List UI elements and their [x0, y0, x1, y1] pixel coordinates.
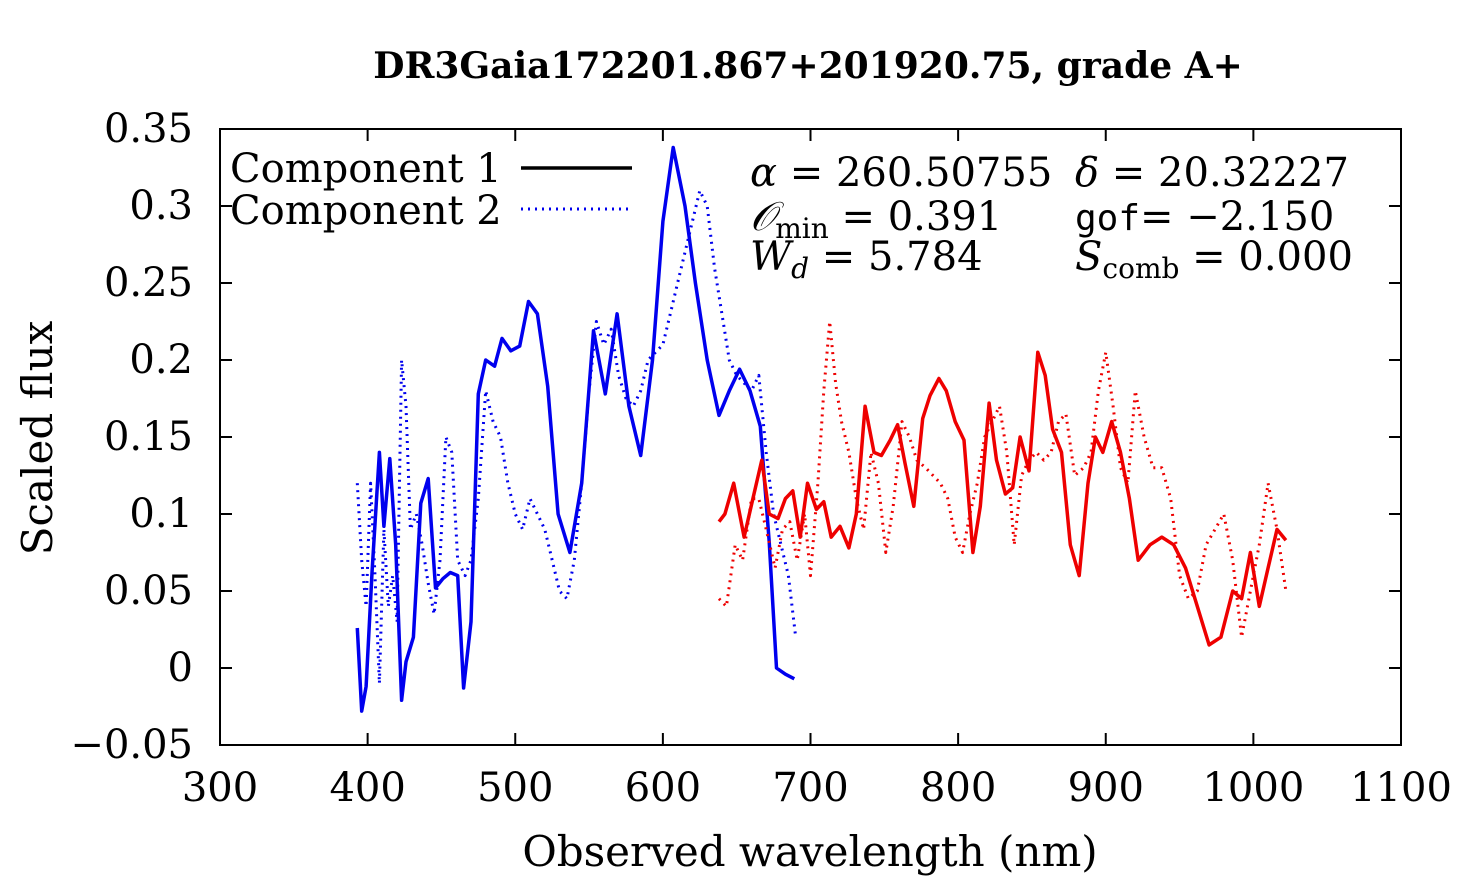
y-tick-label: 0.3	[129, 183, 193, 229]
annotation-scomb: Scomb = 0.000	[1075, 234, 1353, 285]
annotation-wd-sub: d	[791, 252, 809, 285]
annotation-omin-value: 0.391	[888, 194, 1003, 240]
y-tick-label: 0.25	[104, 260, 193, 306]
x-axis-title: Observed wavelength (nm)	[522, 827, 1097, 876]
annotation-gof-symbol: gof	[1075, 198, 1140, 239]
annotation-alpha-value: 260.50755	[836, 150, 1052, 196]
chart-title: DR3Gaia172201.867+201920.75, grade A+	[373, 45, 1243, 87]
annotation-block: α = 260.50755 δ = 20.32227 𝒪min = 0.391 …	[750, 150, 1353, 285]
annotation-wd-symbol: W	[750, 234, 794, 280]
y-axis-title: Scaled flux	[13, 320, 62, 555]
series-line-3	[717, 350, 1288, 647]
series-layer	[355, 145, 1288, 713]
legend: Component 1 Component 2	[230, 146, 632, 234]
x-tick-label: 1100	[1350, 765, 1452, 811]
annotation-scomb-symbol: S	[1075, 234, 1102, 280]
y-tick-label: 0	[168, 645, 193, 691]
ticks-layer: 300 400 500 600 700 800 900 1000 1100 −0.05 0 0.05 0…	[70, 106, 1451, 811]
x-tick-label: 300	[182, 765, 258, 811]
annotation-wd-value: 5.784	[868, 234, 983, 280]
legend-label-component-2: Component 2	[230, 188, 502, 234]
x-tick-label: 1000	[1202, 765, 1304, 811]
annotation-delta-value: 20.32227	[1158, 150, 1349, 196]
annotation-alpha-symbol: α	[750, 150, 777, 196]
y-tick-label: −0.05	[70, 722, 193, 768]
annotation-omin: 𝒪min = 0.391	[750, 194, 1002, 245]
x-tick-label: 400	[329, 765, 405, 811]
x-tick-label: 800	[920, 765, 996, 811]
plot-frame	[219, 128, 1402, 746]
y-tick-label: 0.35	[104, 106, 193, 152]
x-tick-label: 900	[1068, 765, 1144, 811]
series-line-1	[355, 145, 796, 713]
annotation-wd: Wd = 5.784	[750, 234, 983, 285]
annotation-delta: δ = 20.32227	[1075, 150, 1349, 196]
annotation-scomb-sub: comb	[1102, 252, 1179, 285]
annotation-omin-sub: min	[775, 212, 829, 245]
y-tick-label: 0.1	[129, 491, 193, 537]
y-tick-label: 0.05	[104, 568, 193, 614]
legend-label-component-1: Component 1	[230, 146, 502, 192]
annotation-scomb-value: 0.000	[1238, 234, 1353, 280]
series-line-4	[717, 320, 1288, 639]
x-tick-label: 500	[477, 765, 553, 811]
y-tick-label: 0.2	[129, 337, 193, 383]
annotation-gof-value: −2.150	[1186, 194, 1334, 240]
annotation-gof: gof= −2.150	[1075, 194, 1334, 240]
annotation-delta-symbol: δ	[1075, 150, 1099, 196]
y-tick-label: 0.15	[104, 414, 193, 460]
annotation-alpha: α = 260.50755	[750, 150, 1052, 196]
x-tick-label: 600	[625, 765, 701, 811]
series-line-2	[355, 189, 798, 685]
x-tick-label: 700	[772, 765, 848, 811]
